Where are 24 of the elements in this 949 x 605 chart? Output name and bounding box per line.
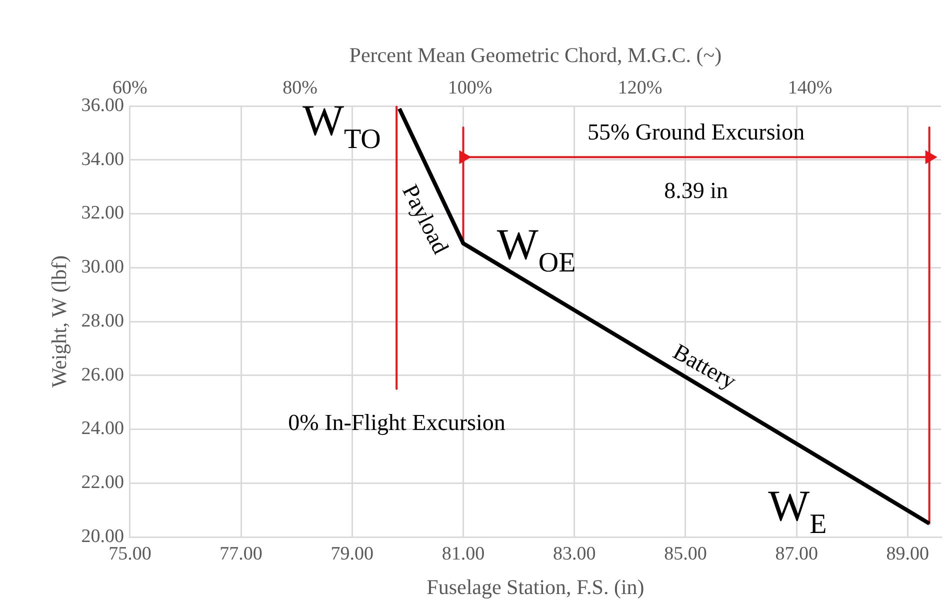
x-tick-label: 81.00 — [442, 543, 485, 564]
x2-tick-label: 80% — [282, 78, 318, 99]
x-tick-label: 77.00 — [220, 543, 262, 564]
y-tick-label: 26.00 — [81, 364, 124, 386]
x2-tick-label: 100% — [448, 78, 492, 99]
x-tick-label: 85.00 — [664, 543, 707, 564]
y-tick-label: 28.00 — [81, 310, 124, 332]
x-tick-label: 89.00 — [886, 543, 930, 564]
y-tick-label: 32.00 — [81, 202, 124, 224]
y-tick-label: 30.00 — [81, 256, 124, 278]
y-tick-label: 24.00 — [81, 418, 124, 440]
annotation: 0% In-Flight Excursion — [288, 410, 506, 435]
y-axis-title: Weight, W (lbf) — [47, 255, 72, 388]
x-tick-label: 87.00 — [775, 543, 818, 564]
x2-axis-title: Percent Mean Geometric Chord, M.G.C. (~) — [349, 43, 722, 68]
x-tick-label: 79.00 — [330, 543, 374, 564]
y-tick-label: 22.00 — [81, 472, 124, 494]
x-axis-title: Fuselage Station, F.S. (in) — [426, 574, 644, 599]
y-tick-label: 34.00 — [81, 148, 124, 170]
x2-tick-label: 140% — [788, 78, 832, 99]
x-tick-label: 83.00 — [552, 543, 596, 564]
x2-tick-label: 120% — [618, 78, 662, 99]
annotation: 8.39 in — [664, 178, 729, 204]
annotation: 55% Ground Excursion — [587, 119, 806, 144]
